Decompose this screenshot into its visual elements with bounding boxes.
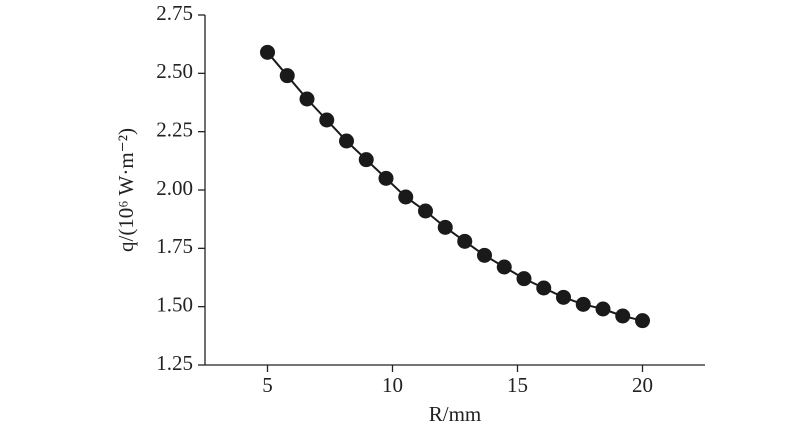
- point: [516, 271, 532, 287]
- point: [418, 203, 433, 219]
- point: [260, 44, 275, 60]
- point: [299, 91, 315, 107]
- point: [378, 170, 394, 186]
- point: [477, 247, 492, 263]
- x-tick-label: 20: [632, 373, 653, 397]
- point: [358, 152, 374, 168]
- y-tick-label: 2.75: [156, 1, 193, 25]
- x-axis-label: R/mm: [429, 402, 482, 426]
- line: [266, 51, 643, 322]
- y-tick-label: 2.00: [156, 176, 193, 200]
- y-tick-label: 1.50: [156, 292, 193, 316]
- point: [339, 133, 354, 149]
- y-tick-label: 1.75: [156, 234, 193, 258]
- point: [279, 68, 295, 84]
- point: [536, 280, 552, 296]
- y-tick-label: 2.25: [156, 117, 193, 141]
- point: [575, 296, 591, 312]
- x-tick-label: 15: [507, 373, 528, 397]
- y-tick-label: 2.50: [156, 59, 193, 83]
- point: [556, 289, 571, 305]
- point: [615, 308, 631, 324]
- x-tick-label: 5: [262, 373, 273, 397]
- y-tick-label: 1.25: [156, 351, 193, 375]
- x-tick-label: 10: [382, 373, 403, 397]
- y-axis-label: q/(10⁶ W·m⁻²): [114, 128, 138, 252]
- point: [437, 219, 453, 235]
- point: [319, 112, 335, 128]
- point: [595, 301, 611, 317]
- point: [635, 313, 650, 329]
- point: [398, 189, 414, 205]
- point: [496, 259, 512, 275]
- point: [457, 233, 473, 249]
